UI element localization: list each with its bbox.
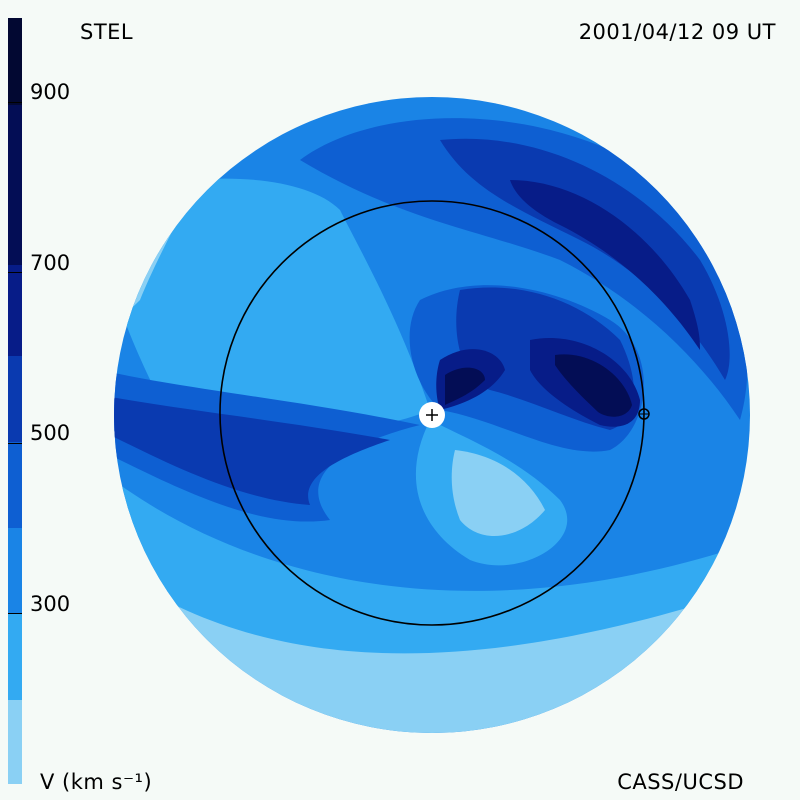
colorbar-tick-label: 500 <box>30 421 71 445</box>
unit-label: V (km s⁻¹) <box>40 770 153 794</box>
plus-marker <box>426 409 438 421</box>
colorbar-tick <box>8 443 22 444</box>
earth-cross <box>639 409 649 419</box>
colorbar-band <box>8 614 22 700</box>
contour-region <box>114 178 430 429</box>
source-label: STEL <box>80 20 134 44</box>
colorbar-band <box>8 105 22 265</box>
contour-region <box>555 354 632 417</box>
colorbar-tick-label: 900 <box>30 80 71 104</box>
credit-label: CASS/UCSD <box>617 770 744 794</box>
contour-region <box>445 367 485 405</box>
colorbar <box>8 18 22 784</box>
colorbar-band <box>8 265 22 356</box>
contour-region <box>300 118 748 421</box>
colorbar-band <box>8 18 22 105</box>
colorbar-tick-label: 700 <box>30 251 71 275</box>
colorbar-tick <box>8 102 22 103</box>
colorbar-band <box>8 700 22 784</box>
colorbar-band <box>8 442 22 528</box>
timestamp: 2001/04/12 09 UT <box>578 20 776 44</box>
colorbar-tick <box>8 613 22 614</box>
contour-region <box>440 138 730 380</box>
contour-region <box>114 470 750 654</box>
contour-region <box>451 450 545 537</box>
contour-region <box>114 395 390 505</box>
colorbar-tick-label: 300 <box>30 592 71 616</box>
contour-region <box>510 180 700 350</box>
colorbar-tick <box>8 272 22 273</box>
colorbar-band <box>8 528 22 614</box>
colorbar-band <box>8 356 22 442</box>
